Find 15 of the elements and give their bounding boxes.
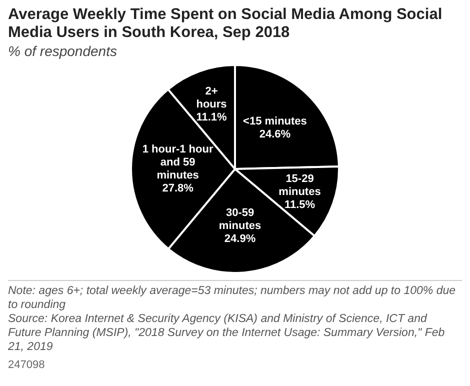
text: Note: ages 6+; total weekly average=53 minutes; numbers may not add up to 100% due to rounding <box>8 284 457 312</box>
data-label: 24.6% <box>259 128 291 141</box>
text: 247098 <box>8 358 46 373</box>
slice-label: 15-29 minutes <box>278 172 321 198</box>
chart-subtitle: % of respondents <box>8 42 118 60</box>
data-label: 24.9% <box>224 233 256 246</box>
slice-label: 30-59 minutes <box>218 207 262 232</box>
data-label: 11.5% <box>284 198 316 211</box>
slice-label: <15 minutes <box>243 116 307 128</box>
chart-title: Average Weekly Time Spent on Social Media Among Social Media Users in South Korea, Sep 2018 <box>8 6 444 42</box>
slice-label: 1 hour-1 hour and 59 minutes <box>142 144 214 182</box>
source-note: Source: Korea Internet & Security Agency (KISA) and Ministry of Science, ICT and Future Planning (MSIP), "2018 Survey on the Internet Usage: Summary Version," Feb 21, 2019 <box>8 312 446 354</box>
data-label: 27.8% <box>162 182 194 195</box>
data-label: 11.1% <box>196 112 228 124</box>
slice-label: 2+ hours <box>196 86 227 111</box>
